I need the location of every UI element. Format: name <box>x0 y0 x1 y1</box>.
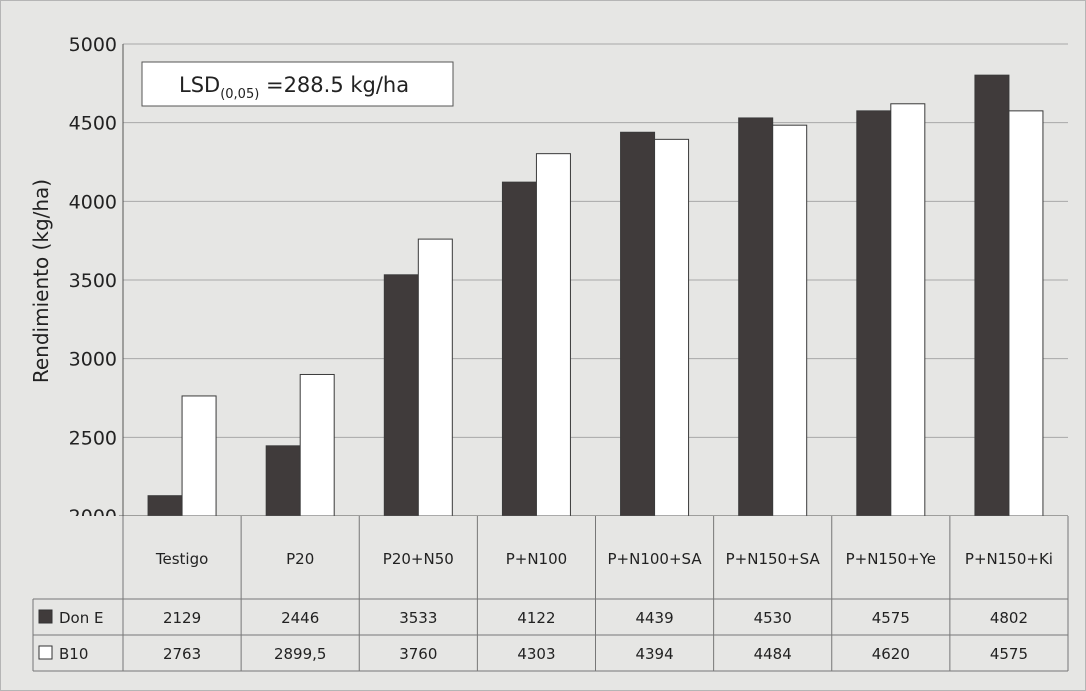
table-value: 4484 <box>754 645 792 663</box>
table-value: 4575 <box>872 609 910 627</box>
table-value: 4303 <box>517 645 555 663</box>
lsd-annotation: LSD(0,05) =288.5 kg/ha <box>141 61 454 107</box>
table-value: 4575 <box>990 645 1028 663</box>
table-value: 4620 <box>872 645 910 663</box>
bar-don-e <box>856 110 892 517</box>
y-axis-label: Rendimiento (kg/ha) <box>29 179 53 383</box>
bar-don-e <box>620 131 656 517</box>
bar-don-e <box>147 495 183 517</box>
bar-b10 <box>772 124 808 517</box>
bar-don-e <box>501 181 537 517</box>
table-background <box>33 516 1068 671</box>
lsd-label: LSD(0,05) =288.5 kg/ha <box>179 73 409 102</box>
table-value: 4802 <box>990 609 1028 627</box>
y-tick-label: 3500 <box>69 270 117 292</box>
legend-label: B10 <box>59 645 88 663</box>
legend-label: Don E <box>59 609 103 627</box>
legend-swatch-b10 <box>38 645 53 660</box>
table-value: 3760 <box>399 645 437 663</box>
bar-don-e <box>738 117 774 517</box>
category-label: P20+N50 <box>383 550 454 568</box>
bars <box>147 74 1044 517</box>
y-tick-label: 5000 <box>69 34 117 56</box>
category-label: P+N150+Ye <box>846 550 936 568</box>
bar-b10 <box>890 103 926 517</box>
y-tick-label: 2500 <box>69 427 117 449</box>
category-label: P+N150+SA <box>726 550 821 568</box>
table-value: 3533 <box>399 609 437 627</box>
bar-b10 <box>535 153 571 517</box>
table-value: 4122 <box>517 609 555 627</box>
table-value: 4530 <box>754 609 792 627</box>
bar-b10 <box>299 373 335 517</box>
bar-don-e <box>383 274 419 517</box>
bar-b10 <box>181 395 217 517</box>
lsd-box <box>141 61 454 107</box>
y-tick-label: 3000 <box>69 349 117 371</box>
legend-swatch-don-e <box>38 609 53 624</box>
y-tick-label: 4500 <box>69 113 117 135</box>
category-label: P+N150+Ki <box>965 550 1053 568</box>
table-value: 2446 <box>281 609 319 627</box>
category-label: P+N100+SA <box>608 550 703 568</box>
gridlines <box>123 43 1068 516</box>
y-tick-label: 4000 <box>69 191 117 213</box>
table-value: 2763 <box>163 645 201 663</box>
table-value: 4439 <box>635 609 673 627</box>
bar-don-e <box>974 74 1010 517</box>
bar-b10 <box>417 238 453 517</box>
bar-don-e <box>265 445 301 517</box>
category-label: P20 <box>286 550 314 568</box>
table-value: 4394 <box>635 645 673 663</box>
table-value: 2899,5 <box>274 645 327 663</box>
table-value: 2129 <box>163 609 201 627</box>
bar-b10 <box>1008 110 1044 517</box>
category-label: P+N100 <box>506 550 567 568</box>
category-label: Testigo <box>155 550 208 568</box>
data-table: Testigo P20 P20+N50 P+N100 P+N100+SA P+N150+S… <box>32 516 1069 672</box>
bar-b10 <box>654 138 690 517</box>
